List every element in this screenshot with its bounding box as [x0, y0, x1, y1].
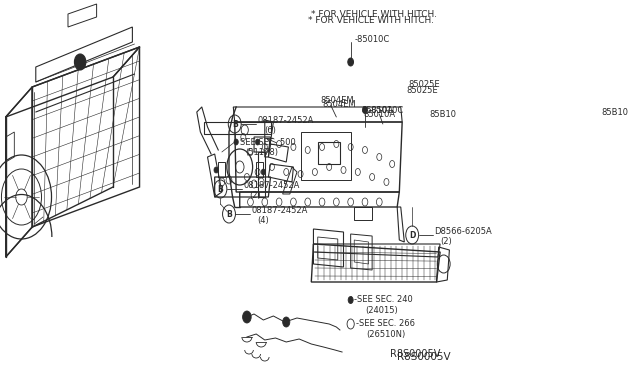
Text: * FOR VEHICLE WITH HITCH.: * FOR VEHICLE WITH HITCH. — [311, 10, 437, 19]
Text: (24015): (24015) — [365, 305, 397, 314]
Circle shape — [255, 139, 260, 145]
Text: D8566-6205A: D8566-6205A — [435, 227, 492, 235]
Text: SEE SEC. 500: SEE SEC. 500 — [240, 138, 296, 147]
Text: 08187-2452A: 08187-2452A — [258, 115, 314, 125]
Circle shape — [74, 54, 86, 70]
Circle shape — [348, 296, 353, 304]
Text: B: B — [218, 185, 223, 193]
Circle shape — [234, 139, 238, 145]
Text: (4): (4) — [258, 215, 269, 224]
Text: D: D — [409, 231, 415, 240]
Text: 8504EM: 8504EM — [321, 96, 354, 105]
Circle shape — [261, 169, 266, 175]
Circle shape — [214, 167, 218, 173]
Circle shape — [283, 317, 290, 327]
Circle shape — [348, 58, 353, 66]
Text: 8504EM: 8504EM — [322, 99, 356, 109]
Circle shape — [362, 106, 367, 113]
Text: 85010A: 85010A — [362, 106, 394, 115]
Text: 08187-2452A: 08187-2452A — [243, 180, 300, 189]
Text: (26510N): (26510N) — [367, 330, 406, 339]
Text: 85B10: 85B10 — [429, 109, 456, 119]
Text: 85010A: 85010A — [364, 109, 396, 119]
Text: -SEE SEC. 240: -SEE SEC. 240 — [354, 295, 413, 305]
Text: 85025E: 85025E — [408, 80, 440, 89]
Circle shape — [243, 311, 251, 323]
Text: 85B10: 85B10 — [601, 108, 628, 116]
Text: -SEE SEC. 266: -SEE SEC. 266 — [356, 320, 415, 328]
Text: B: B — [226, 209, 232, 218]
Text: * FOR VEHICLE WITH HITCH.: * FOR VEHICLE WITH HITCH. — [308, 16, 434, 25]
Text: (51178): (51178) — [246, 148, 278, 157]
Text: B: B — [232, 119, 237, 128]
Text: -85010C: -85010C — [369, 106, 404, 115]
Text: (2): (2) — [440, 237, 452, 246]
Text: -85010C: -85010C — [354, 35, 390, 44]
Text: 08187-2452A: 08187-2452A — [252, 205, 308, 215]
Text: (6): (6) — [264, 125, 276, 135]
Text: R8S0005V: R8S0005V — [397, 352, 451, 362]
Text: R8S0005V: R8S0005V — [390, 349, 440, 359]
Text: (2): (2) — [249, 190, 260, 199]
Text: 85025E: 85025E — [406, 86, 438, 94]
